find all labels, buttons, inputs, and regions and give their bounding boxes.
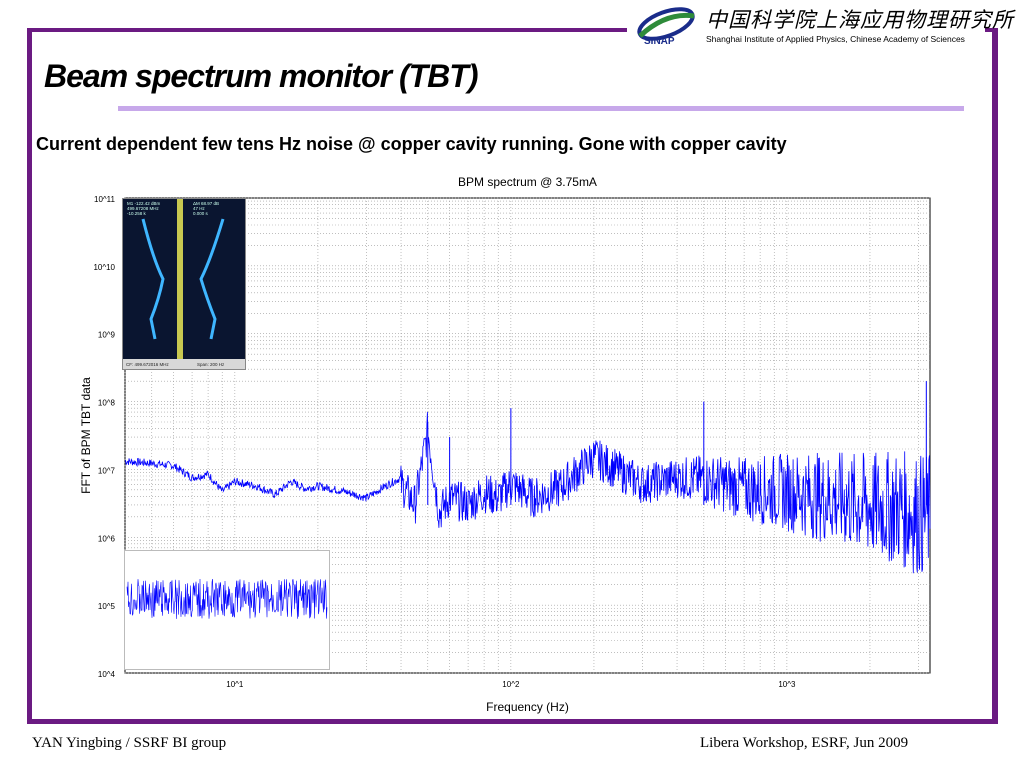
x-axis-label: Frequency (Hz) (486, 700, 569, 714)
spectrum-series-line (124, 411, 931, 574)
noise-series-line (126, 578, 328, 619)
logo-chinese-name: 中国科学院上海应用物理研究所 (706, 8, 1014, 32)
frame-bottom (27, 719, 998, 724)
x-tick-label: 10^3 (778, 680, 796, 689)
frame-left (27, 30, 32, 724)
y-tick-label: 10^7 (98, 466, 116, 475)
chart-title: BPM spectrum @ 3.75mA (458, 175, 597, 189)
frame-right (992, 30, 998, 724)
y-tick-label: 10^6 (98, 534, 116, 543)
frame-top-right (985, 28, 998, 32)
page-title: Beam spectrum monitor (TBT) (44, 58, 478, 94)
footer-author: YAN Yingbing / SSRF BI group (32, 735, 227, 751)
y-tick-label: 10^11 (94, 195, 116, 204)
tbt-noise-trace (126, 578, 328, 619)
y-tick-label: 10^4 (98, 670, 116, 679)
tbt-noise-inset (124, 550, 330, 670)
inset-marker1-freq: 499.67208 MHz (127, 206, 160, 211)
spectrum-analyzer-trace: M1 -122.42 dBm 499.67208 MHz -10.258 k Δ… (123, 199, 245, 369)
spectrum-analyzer-inset: M1 -122.42 dBm 499.67208 MHz -10.258 k Δ… (122, 198, 246, 370)
x-tick-label: 10^1 (226, 680, 244, 689)
inset-marker2-freq: 47 Hz (193, 206, 206, 211)
inset-marker2: ΔM 68.97 dB (193, 201, 219, 206)
x-tick-label: 10^2 (502, 680, 520, 689)
logo-abbreviation: SINAP (644, 36, 675, 47)
title-rule (118, 106, 964, 111)
y-tick-label: 10^9 (98, 331, 116, 340)
sinap-logo (630, 2, 986, 52)
logo-english-name: Shanghai Institute of Applied Physics, C… (706, 34, 965, 44)
inset-marker1-x: -10.258 k (127, 211, 147, 216)
inset-span: Span: 200 Hz (197, 362, 225, 367)
inset-center-freq: CF: 499.672016 MHz (126, 362, 170, 367)
page-subtitle: Current dependent few tens Hz noise @ co… (36, 134, 787, 154)
footer-event: Libera Workshop, ESRF, Jun 2009 (700, 735, 909, 751)
frame-top (27, 28, 627, 32)
y-tick-label: 10^8 (98, 399, 116, 408)
inset-marker1: M1 -122.42 dBm (127, 201, 161, 206)
sinap-logo-icon (637, 7, 695, 41)
y-tick-label: 10^10 (93, 263, 115, 272)
inset-marker2-x: 0.000 s (193, 211, 209, 216)
y-axis-label: FFT of BPM TBT data (79, 377, 93, 494)
y-tick-label: 10^5 (98, 602, 116, 611)
